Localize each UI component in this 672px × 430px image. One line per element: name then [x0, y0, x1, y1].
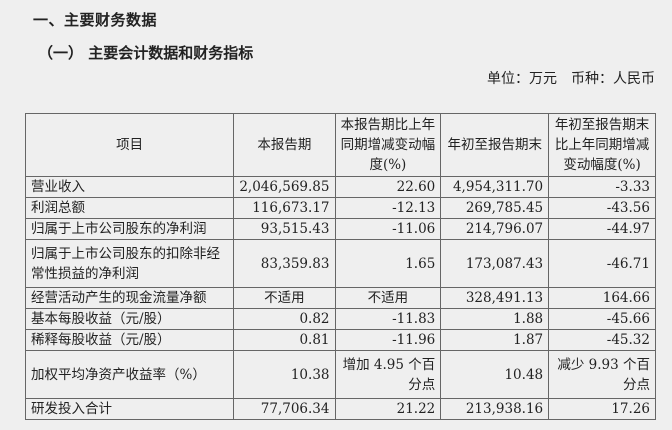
table-row: 经营活动产生的现金流量净额 不适用 不适用 328,491.13 164.66	[24, 287, 656, 309]
cell-ytd-change: -45.66	[548, 308, 656, 330]
cell-current-period: 不适用	[233, 287, 336, 309]
table-row: 归属于上市公司股东的扣除非经常性损益的净利润 83,359.83 1.65 173,0…	[24, 239, 656, 288]
table-row: 利润总额 116,673.17 -12.13 269,785.45 -43.56	[24, 197, 656, 219]
cell-current-change: 不适用	[334, 287, 442, 309]
cell-item: 基本每股收益（元/股）	[24, 308, 235, 330]
cell-current-period: 83,359.83	[233, 239, 336, 288]
cell-current-change: -11.96	[334, 329, 442, 351]
table-row: 加权平均净资产收益率（%） 10.38 增加 4.95 个百分点 10.48 减少 9.…	[24, 350, 656, 399]
subsection-heading: （一） 主要会计数据和财务指标	[38, 44, 254, 62]
cell-item: 归属于上市公司股东的净利润	[24, 218, 235, 240]
table-row: 营业收入 2,046,569.85 22.60 4,954,311.70 -3.33	[24, 176, 656, 198]
cell-ytd: 4,954,311.70	[440, 176, 550, 198]
cell-current-change: 1.65	[334, 239, 442, 288]
financial-data-table: 项目 本报告期 本报告期比上年同期增减变动幅度(%) 年初至报告期末 年初至报告…	[24, 113, 656, 420]
currency-label: 币种：人民币	[571, 71, 655, 87]
header-item: 项目	[24, 113, 235, 177]
cell-ytd: 173,087.43	[440, 239, 550, 288]
unit-label: 单位：万元	[487, 71, 557, 87]
cell-ytd-change: -43.56	[548, 197, 656, 219]
cell-ytd-change: -44.97	[548, 218, 656, 240]
cell-item: 加权平均净资产收益率（%）	[24, 350, 235, 399]
unit-line: 单位：万元 币种：人民币	[473, 68, 655, 88]
cell-current-change: -11.06	[334, 218, 442, 240]
cell-ytd-change: 164.66	[548, 287, 656, 309]
cell-item: 归属于上市公司股东的扣除非经常性损益的净利润	[24, 239, 235, 288]
table-row: 研发投入合计 77,706.34 21.22 213,938.16 17.26	[24, 398, 656, 420]
cell-ytd: 213,938.16	[440, 398, 550, 420]
cell-ytd-change: -3.33	[548, 176, 656, 198]
header-current-change: 本报告期比上年同期增减变动幅度(%)	[334, 113, 442, 177]
cell-current-period: 77,706.34	[233, 398, 336, 420]
section-heading: 一、主要财务数据	[33, 11, 158, 29]
cell-ytd-change: 减少 9.93 个百分点	[548, 350, 656, 399]
cell-item: 稀释每股收益（元/股）	[24, 329, 235, 351]
cell-item: 利润总额	[24, 197, 235, 219]
cell-current-change: 22.60	[334, 176, 442, 198]
cell-current-change: -12.13	[334, 197, 442, 219]
table-header-row: 项目 本报告期 本报告期比上年同期增减变动幅度(%) 年初至报告期末 年初至报告…	[24, 113, 656, 177]
cell-current-period: 10.38	[233, 350, 336, 399]
cell-ytd-change: -45.32	[548, 329, 656, 351]
cell-item: 研发投入合计	[24, 398, 235, 420]
cell-current-period: 93,515.43	[233, 218, 336, 240]
cell-ytd: 1.87	[440, 329, 550, 351]
cell-current-change: -11.83	[334, 308, 442, 330]
header-ytd: 年初至报告期末	[440, 113, 550, 177]
cell-ytd: 214,796.07	[440, 218, 550, 240]
cell-current-period: 2,046,569.85	[233, 176, 336, 198]
cell-ytd: 1.88	[440, 308, 550, 330]
cell-item: 经营活动产生的现金流量净额	[24, 287, 235, 309]
cell-current-period: 0.81	[233, 329, 336, 351]
cell-ytd: 10.48	[440, 350, 550, 399]
header-current-period: 本报告期	[233, 113, 336, 177]
table-row: 基本每股收益（元/股） 0.82 -11.83 1.88 -45.66	[24, 308, 656, 330]
header-ytd-change: 年初至报告期末比上年同期增减变动幅度(%)	[548, 113, 656, 177]
cell-current-period: 116,673.17	[233, 197, 336, 219]
cell-ytd: 328,491.13	[440, 287, 550, 309]
cell-current-period: 0.82	[233, 308, 336, 330]
cell-ytd-change: -46.71	[548, 239, 656, 288]
cell-current-change: 21.22	[334, 398, 442, 420]
table-row: 归属于上市公司股东的净利润 93,515.43 -11.06 214,796.07 -4…	[24, 218, 656, 240]
cell-ytd-change: 17.26	[548, 398, 656, 420]
cell-item: 营业收入	[24, 176, 235, 198]
cell-ytd: 269,785.45	[440, 197, 550, 219]
table-row: 稀释每股收益（元/股） 0.81 -11.96 1.87 -45.32	[24, 329, 656, 351]
cell-current-change: 增加 4.95 个百分点	[334, 350, 442, 399]
